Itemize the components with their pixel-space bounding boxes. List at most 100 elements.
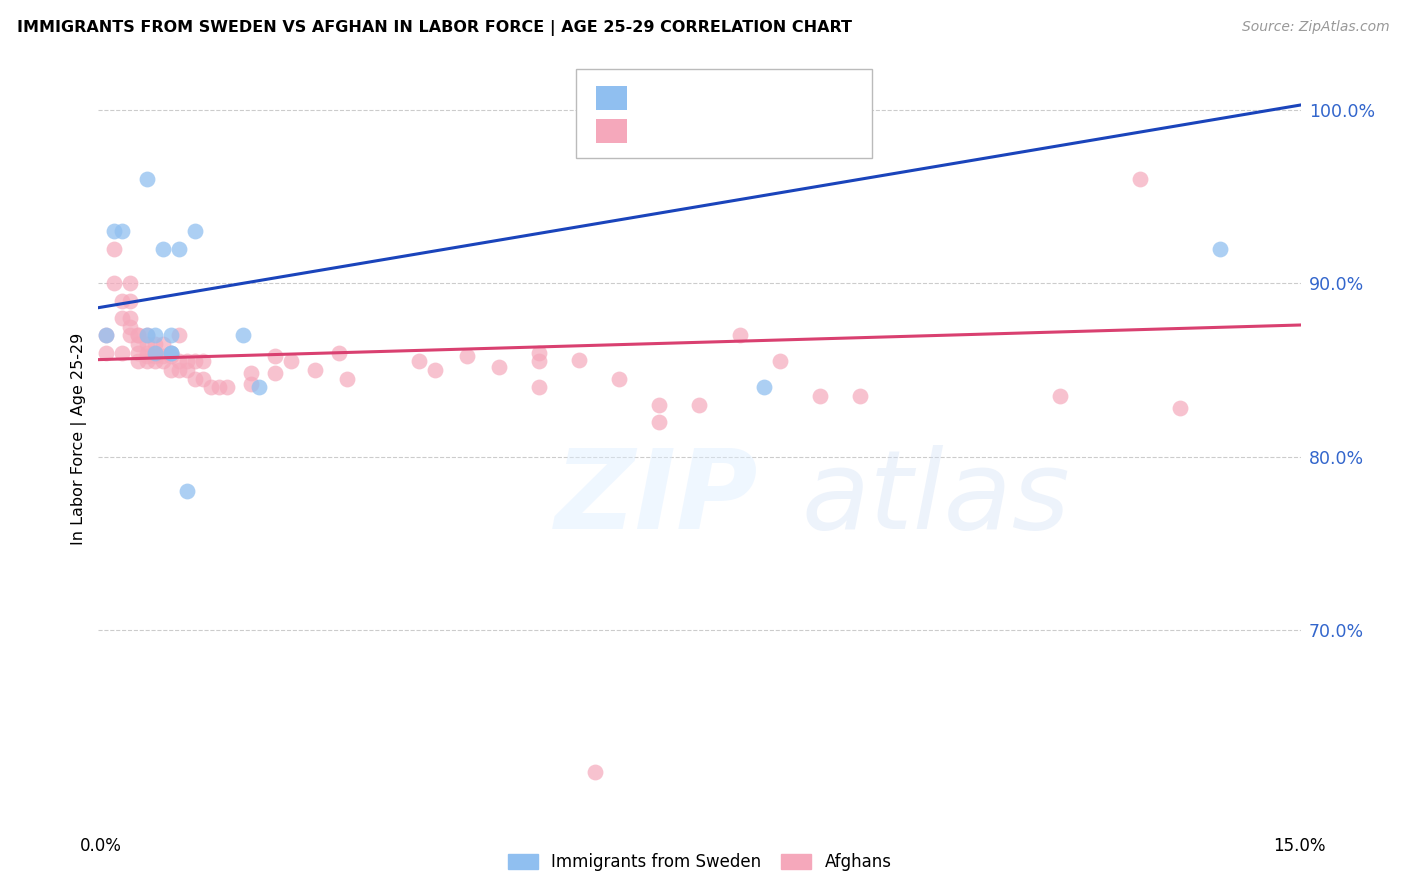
Point xyxy=(111,345,134,359)
Point xyxy=(135,349,157,363)
Point xyxy=(128,328,150,343)
Text: 0.310: 0.310 xyxy=(665,89,721,107)
Point xyxy=(143,345,166,359)
Point xyxy=(191,354,214,368)
Point xyxy=(143,328,166,343)
Point xyxy=(183,372,205,386)
Point xyxy=(191,372,214,386)
Point xyxy=(96,328,118,343)
Point xyxy=(120,311,142,326)
Point xyxy=(728,328,751,343)
Point xyxy=(529,380,551,394)
Point xyxy=(103,277,125,291)
Point xyxy=(120,328,142,343)
Y-axis label: In Labor Force | Age 25-29: In Labor Force | Age 25-29 xyxy=(72,334,87,545)
Point xyxy=(135,328,157,343)
Point xyxy=(111,311,134,326)
Text: R =: R = xyxy=(637,89,676,107)
Point xyxy=(96,345,118,359)
Point xyxy=(128,354,150,368)
Point xyxy=(239,367,262,381)
Point xyxy=(128,345,150,359)
Text: 0.083: 0.083 xyxy=(665,122,723,140)
Point xyxy=(1049,389,1071,403)
Point xyxy=(143,345,166,359)
Text: IMMIGRANTS FROM SWEDEN VS AFGHAN IN LABOR FORCE | AGE 25-29 CORRELATION CHART: IMMIGRANTS FROM SWEDEN VS AFGHAN IN LABO… xyxy=(17,20,852,36)
Point xyxy=(159,349,181,363)
Legend: Immigrants from Sweden, Afghans: Immigrants from Sweden, Afghans xyxy=(501,847,898,878)
Point xyxy=(304,363,326,377)
Text: 0.0%: 0.0% xyxy=(80,837,122,855)
Point xyxy=(167,354,190,368)
Point xyxy=(849,389,872,403)
Point xyxy=(135,345,157,359)
Point xyxy=(103,242,125,256)
Point xyxy=(1209,242,1232,256)
Point xyxy=(135,337,157,351)
Point xyxy=(328,345,350,359)
Point xyxy=(200,380,222,394)
Point xyxy=(456,349,478,363)
Point xyxy=(135,172,157,186)
Point xyxy=(176,363,198,377)
Point xyxy=(135,354,157,368)
Point xyxy=(488,359,510,374)
Point xyxy=(111,224,134,238)
Point xyxy=(152,349,174,363)
Point xyxy=(176,354,198,368)
Point xyxy=(152,354,174,368)
Point xyxy=(176,484,198,499)
Point xyxy=(103,224,125,238)
Text: R =: R = xyxy=(637,122,676,140)
Point xyxy=(167,363,190,377)
Point xyxy=(120,277,142,291)
Point xyxy=(583,764,606,779)
Point xyxy=(159,345,181,359)
Point xyxy=(96,328,118,343)
Point xyxy=(111,293,134,308)
Point xyxy=(183,354,205,368)
Point xyxy=(152,337,174,351)
Point xyxy=(808,389,831,403)
Point xyxy=(143,337,166,351)
Point xyxy=(167,328,190,343)
Point xyxy=(769,354,792,368)
Point xyxy=(423,363,446,377)
Point xyxy=(215,380,238,394)
Text: Source: ZipAtlas.com: Source: ZipAtlas.com xyxy=(1241,20,1389,34)
Point xyxy=(263,349,285,363)
Point xyxy=(143,349,166,363)
Point xyxy=(648,398,671,412)
Point xyxy=(159,345,181,359)
Point xyxy=(529,354,551,368)
Point xyxy=(689,398,711,412)
Text: 15.0%: 15.0% xyxy=(1272,837,1326,855)
Text: 23: 23 xyxy=(766,89,792,107)
Point xyxy=(159,363,181,377)
Point xyxy=(336,372,359,386)
Point xyxy=(263,367,285,381)
Point xyxy=(408,354,430,368)
Point xyxy=(232,328,254,343)
Point xyxy=(128,337,150,351)
Point xyxy=(648,415,671,429)
Point xyxy=(568,352,591,367)
Point xyxy=(529,345,551,359)
Point xyxy=(183,224,205,238)
Point xyxy=(609,372,631,386)
Point xyxy=(135,328,157,343)
Point xyxy=(143,354,166,368)
Text: N =: N = xyxy=(738,122,778,140)
Point xyxy=(1170,401,1192,416)
Point xyxy=(120,293,142,308)
Point xyxy=(280,354,302,368)
Point xyxy=(120,319,142,334)
Point xyxy=(208,380,231,394)
Point xyxy=(152,242,174,256)
Point xyxy=(128,328,150,343)
Point xyxy=(159,328,181,343)
Point xyxy=(159,345,181,359)
Point xyxy=(167,242,190,256)
Point xyxy=(752,380,775,394)
Text: 72: 72 xyxy=(766,122,792,140)
